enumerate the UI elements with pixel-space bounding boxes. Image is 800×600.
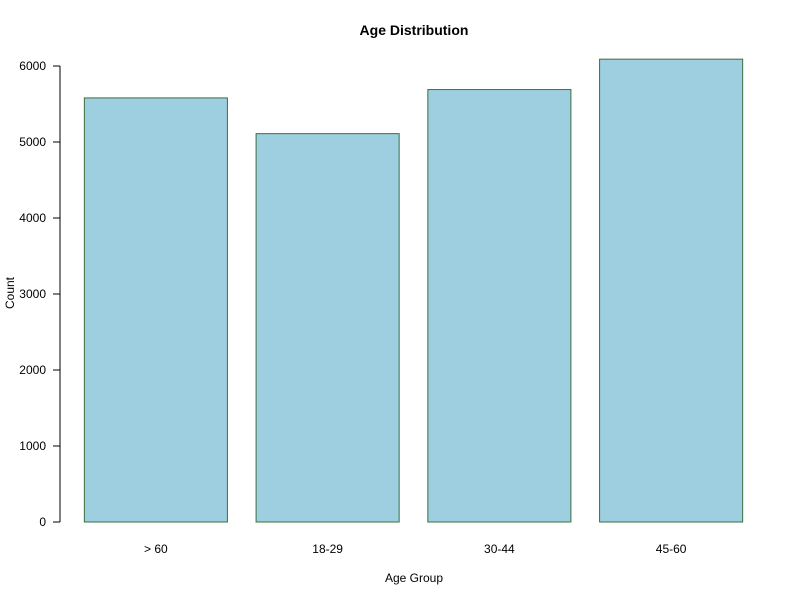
- y-tick-label-5: 5000: [19, 135, 46, 149]
- x-tick-label-1: 18-29: [312, 542, 343, 556]
- x-tick-label-2: 30-44: [484, 542, 515, 556]
- bar-0: [83, 97, 228, 523]
- y-axis-title: Count: [3, 276, 17, 309]
- x-tick-label-0: > 60: [144, 542, 168, 556]
- y-tick-label-2: 2000: [19, 363, 46, 377]
- y-axis: 0 1000 2000 3000 4000 5000 6000: [19, 59, 61, 529]
- y-tick-label-0: 0: [39, 515, 46, 529]
- bar-3: [599, 58, 744, 523]
- bar-1: [255, 133, 400, 523]
- x-tick-labels: > 60 18-29 30-44 45-60: [144, 542, 687, 556]
- y-tick-label-3: 3000: [19, 287, 46, 301]
- y-tick-label-6: 6000: [19, 59, 46, 73]
- chart-title: Age Distribution: [360, 22, 469, 38]
- bars-group: [83, 58, 744, 523]
- y-tick-label-1: 1000: [19, 439, 46, 453]
- x-tick-label-3: 45-60: [656, 542, 687, 556]
- x-axis-title: Age Group: [385, 571, 443, 585]
- y-tick-label-4: 4000: [19, 211, 46, 225]
- bar-2: [427, 89, 572, 523]
